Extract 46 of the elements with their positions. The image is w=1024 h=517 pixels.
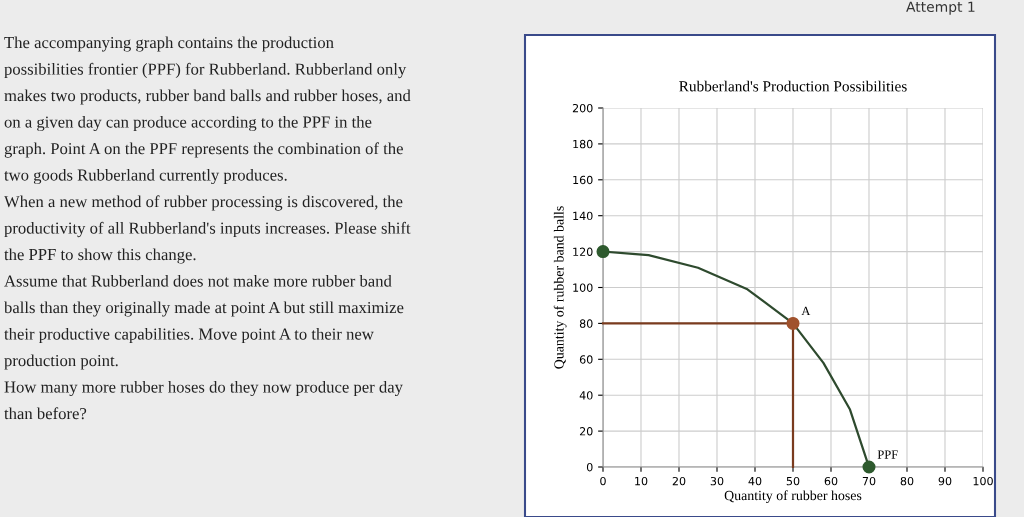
x-tick-label: 60: [824, 476, 838, 486]
text: How many more rubber hoses do they now produce per day: [4, 380, 403, 397]
text: makes two products, rubber band balls and rubber hoses, and: [4, 89, 411, 105]
x-tick-label: 30: [710, 476, 724, 486]
x-tick-label: 90: [938, 476, 952, 486]
x-tick-label: 100: [973, 476, 993, 486]
x-tick-label: 0: [600, 476, 606, 486]
point: [596, 245, 610, 259]
text: production point.: [4, 354, 118, 370]
text: than before?: [4, 407, 87, 420]
text: Assume that Rubberland does not make more rubber band: [4, 274, 392, 287]
text: productivity of all Rubberland's inputs increases. Please shift: [4, 221, 411, 238]
y-tick-label: 120: [573, 247, 593, 256]
y-tick-label: 140: [573, 211, 593, 221]
text: their productive capabilities. Move point A to their new: [4, 327, 374, 344]
text: on a given day can produce according to the PPF in the: [4, 115, 372, 132]
text: graph. Point A on the PPF represents the combination of the: [4, 142, 403, 158]
text: the PPF to show this change.: [4, 248, 196, 264]
text: two goods Rubberland currently produces.: [4, 168, 287, 185]
x-tick-label: 40: [748, 476, 762, 486]
y-tick-label: 160: [573, 175, 593, 185]
x-tick-label: 50: [786, 476, 800, 486]
x-tick-label: 10: [635, 476, 648, 486]
point: [786, 316, 800, 330]
text: Attempt 1: [906, 1, 975, 15]
annotation: A: [801, 306, 811, 316]
text: balls than they originally made at point A but still maximize: [4, 301, 404, 317]
x-tick-label: 70: [862, 476, 876, 486]
point: [862, 460, 876, 474]
x-tick-label: 20: [672, 476, 686, 486]
y-axis-title: Quantity of rubber band balls: [553, 206, 567, 369]
y-tick-label: 100: [573, 283, 593, 292]
text: When a new method of rubber processing is discovered, the: [4, 195, 403, 211]
text: The accompanying graph contains the production: [4, 36, 334, 52]
annotation: PPF: [877, 450, 898, 459]
y-tick-label: 40: [579, 391, 593, 400]
y-tick-label: 20: [579, 427, 593, 436]
chart-title: Rubberland's Production Possibilities: [679, 80, 907, 92]
x-axis-title: Quantity of rubber hoses: [724, 490, 862, 504]
y-tick-label: 80: [579, 319, 593, 328]
y-tick-label: 180: [573, 139, 593, 149]
x-tick-label: 80: [900, 476, 914, 486]
y-tick-label: 200: [572, 103, 593, 113]
y-tick-label: 0: [586, 462, 593, 472]
y-tick-label: 60: [579, 355, 593, 364]
text: possibilities frontier (PPF) for Rubberland. Rubberland only: [4, 62, 407, 79]
